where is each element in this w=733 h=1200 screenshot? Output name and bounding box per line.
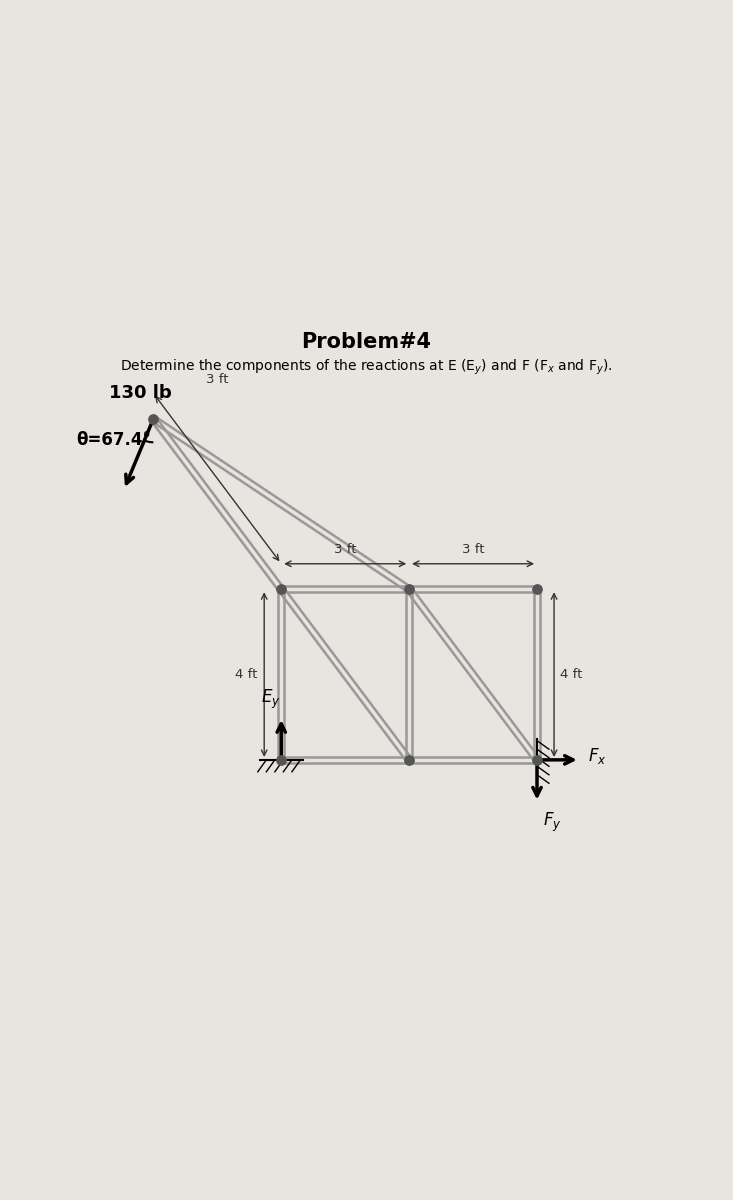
Text: Problem#4: Problem#4 [301, 332, 432, 352]
Point [531, 750, 543, 769]
Point [276, 580, 287, 599]
Text: 3 ft: 3 ft [462, 544, 485, 556]
Point [403, 580, 415, 599]
Text: $E_y$: $E_y$ [261, 688, 280, 710]
Point [276, 750, 287, 769]
Text: 4 ft: 4 ft [561, 668, 583, 682]
Text: $F_y$: $F_y$ [543, 811, 562, 834]
Text: 3 ft: 3 ft [334, 544, 356, 556]
Text: θ=67.4°: θ=67.4° [77, 431, 152, 449]
Text: $F_x$: $F_x$ [588, 745, 607, 766]
Point [403, 750, 415, 769]
Text: 3 ft: 3 ft [206, 372, 229, 385]
Text: 4 ft: 4 ft [235, 668, 258, 682]
Text: Determine the components of the reactions at E (E$_y$) and F (F$_x$ and F$_y$).: Determine the components of the reaction… [120, 358, 613, 377]
Text: 130 lb: 130 lb [109, 384, 172, 402]
Point [147, 409, 159, 428]
Point [531, 580, 543, 599]
